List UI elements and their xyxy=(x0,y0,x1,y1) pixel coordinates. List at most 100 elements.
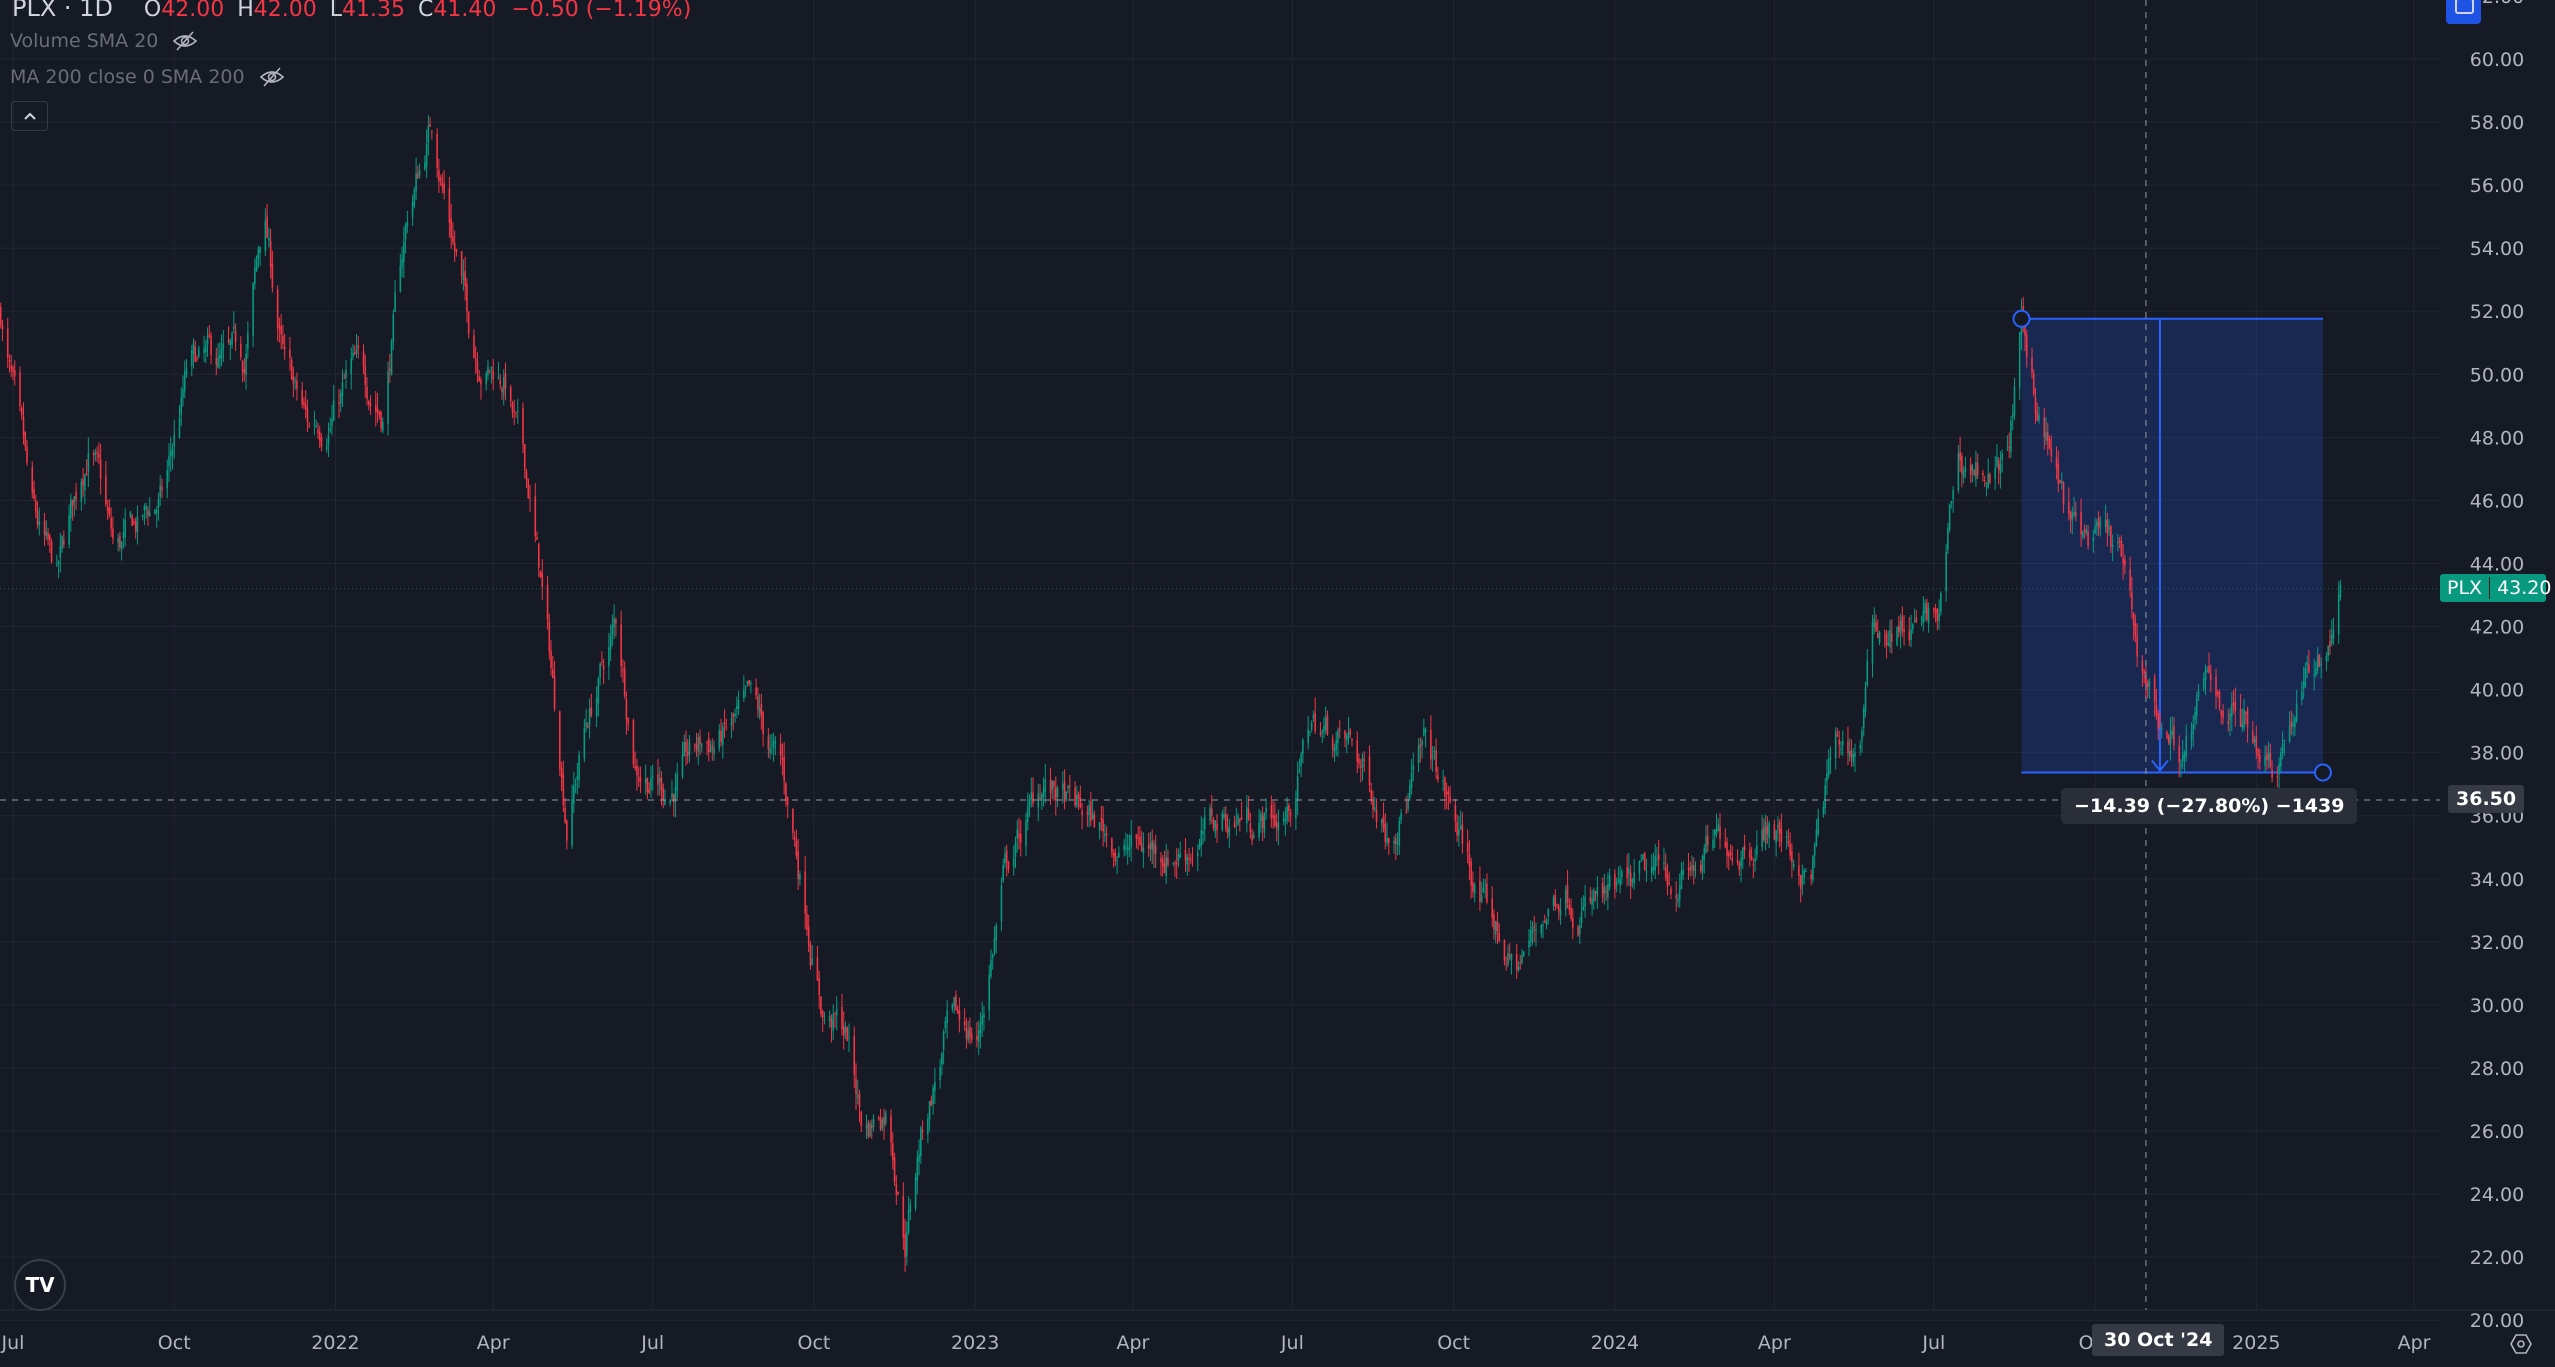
candle-body xyxy=(1405,809,1408,812)
candle-body xyxy=(290,360,293,380)
candle-body xyxy=(1074,787,1076,806)
candle-body xyxy=(1773,824,1776,840)
candle-body xyxy=(746,681,749,685)
candle-body xyxy=(830,1018,833,1028)
candle-body xyxy=(718,730,721,749)
candle-body xyxy=(1810,874,1812,879)
candle-body xyxy=(450,218,452,238)
candle-body xyxy=(1044,779,1047,792)
candle-body xyxy=(816,957,819,981)
candle-body xyxy=(1533,925,1536,928)
candle-body xyxy=(672,794,675,803)
candle-body xyxy=(1950,501,1953,504)
candle-body xyxy=(2288,725,2291,742)
candle-body xyxy=(755,687,757,696)
candle-body xyxy=(401,258,403,267)
y-tick-label: 38.00 xyxy=(2470,743,2524,765)
candle-body xyxy=(748,680,750,685)
candle-body xyxy=(693,743,696,745)
candle-body xyxy=(19,372,21,407)
collapse-legend-button[interactable] xyxy=(11,101,48,131)
candle-body xyxy=(1387,837,1390,843)
candle-body xyxy=(292,376,295,384)
candle-body xyxy=(2269,753,2272,768)
candle-body xyxy=(112,528,114,539)
y-tick-label: 22.00 xyxy=(2470,1247,2524,1269)
candle-body xyxy=(1903,629,1905,633)
candle-body xyxy=(59,546,62,559)
candle-body xyxy=(418,170,421,176)
candle-body xyxy=(1656,859,1658,861)
candle-body xyxy=(50,540,53,563)
candle-body xyxy=(1815,830,1818,846)
candle-body xyxy=(280,326,282,335)
candle-body xyxy=(1368,756,1371,786)
candle-body xyxy=(485,373,488,384)
candle-body xyxy=(767,736,770,750)
candle-body xyxy=(1380,819,1383,824)
candle-body xyxy=(1780,828,1783,843)
candle-body xyxy=(1431,756,1434,758)
candle-body xyxy=(611,624,614,636)
candle-body xyxy=(737,700,740,710)
last-price-tag: PLX 43.20 xyxy=(2440,574,2551,602)
tradingview-logo[interactable]: TV xyxy=(14,1259,66,1311)
candle-body xyxy=(650,778,652,790)
candle-body xyxy=(1743,845,1746,851)
candle-body xyxy=(2306,661,2308,666)
candle-body xyxy=(1887,642,1890,646)
candle-body xyxy=(1775,830,1777,843)
candle-body xyxy=(1605,891,1607,893)
indicator-ma200[interactable]: MA 200 close 0 SMA 200 xyxy=(10,66,285,88)
screen-icon xyxy=(2455,0,2474,14)
fullscreen-button[interactable] xyxy=(2446,0,2481,24)
eye-off-icon[interactable] xyxy=(259,67,285,87)
candle-body xyxy=(329,428,332,432)
candle-body xyxy=(1933,607,1935,611)
candle-body xyxy=(855,1078,857,1095)
candle-body xyxy=(548,621,551,652)
candle-body xyxy=(1947,528,1949,550)
symbol-interval[interactable]: PLX · 1D xyxy=(12,0,113,22)
candle-body xyxy=(1643,852,1646,871)
indicator-label: Volume SMA 20 xyxy=(10,30,159,52)
candle-body xyxy=(441,182,444,188)
candle-body xyxy=(431,130,433,132)
candle-body xyxy=(98,453,100,458)
candle-body xyxy=(34,500,37,512)
candle-body xyxy=(1239,819,1241,822)
candle-body xyxy=(206,336,209,345)
candle-body xyxy=(1251,834,1253,841)
indicator-volume-sma[interactable]: Volume SMA 20 xyxy=(10,30,198,52)
candle-body xyxy=(1985,483,1988,485)
x-tick-label: 2025 xyxy=(2232,1332,2280,1354)
candle-body xyxy=(1012,858,1015,868)
candle-body xyxy=(1454,805,1457,822)
candle-body xyxy=(215,357,218,366)
candle-body xyxy=(1149,843,1152,850)
eye-off-icon[interactable] xyxy=(172,31,198,51)
candle-body xyxy=(1750,856,1753,860)
x-tick-label: 2023 xyxy=(951,1332,999,1354)
candle-body xyxy=(1836,734,1839,736)
candle-body xyxy=(2206,670,2209,672)
candle-body xyxy=(1873,618,1876,627)
candle-body xyxy=(1260,814,1262,822)
candle-body xyxy=(1910,629,1912,640)
settings-icon[interactable] xyxy=(2509,1332,2533,1356)
candle-body xyxy=(1971,466,1974,472)
candle-body xyxy=(1005,850,1008,863)
candle-body xyxy=(1850,750,1853,758)
candle-body xyxy=(688,742,691,755)
candle-body xyxy=(1373,807,1376,810)
candle-body xyxy=(2032,373,2035,395)
candle-body xyxy=(955,994,957,1011)
candle-body xyxy=(159,485,162,497)
candle-body xyxy=(860,1111,863,1126)
candle-body xyxy=(70,499,72,518)
candle-body xyxy=(2043,417,2046,437)
candle-body xyxy=(2062,482,2065,505)
candle-body xyxy=(1384,824,1387,842)
candle-body xyxy=(2148,680,2151,687)
